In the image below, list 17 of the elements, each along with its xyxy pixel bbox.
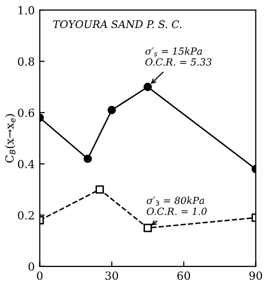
point — [84, 154, 92, 163]
x-tick-label: 0 — [36, 271, 43, 280]
annotation: TOYOURA SAND P. S. C. — [53, 20, 182, 28]
y-tick-label: 0.4 — [18, 160, 34, 168]
annotation: σ′$_{s}$ = 15kPa O.C.R. = 5.33 — [145, 47, 212, 66]
point — [108, 106, 116, 114]
x-tick-label: 90 — [249, 271, 262, 280]
y-tick-label: 0.6 — [18, 108, 34, 117]
annotation: σ′$_{3}$ = 80kPa O.C.R. = 1.0 — [146, 196, 207, 215]
y-tick-label: 1.0 — [18, 6, 34, 14]
x-tick-label: 60 — [177, 271, 190, 280]
point — [144, 82, 152, 92]
x-tick-label: 30 — [106, 271, 118, 280]
y-axis-title: C$_{B}$(x→x$_{e}$) — [5, 114, 16, 163]
y-tick-label: 0.8 — [18, 57, 34, 66]
y-tick-label: 0 — [28, 262, 34, 271]
y-tick-label: 0.2 — [18, 211, 34, 220]
